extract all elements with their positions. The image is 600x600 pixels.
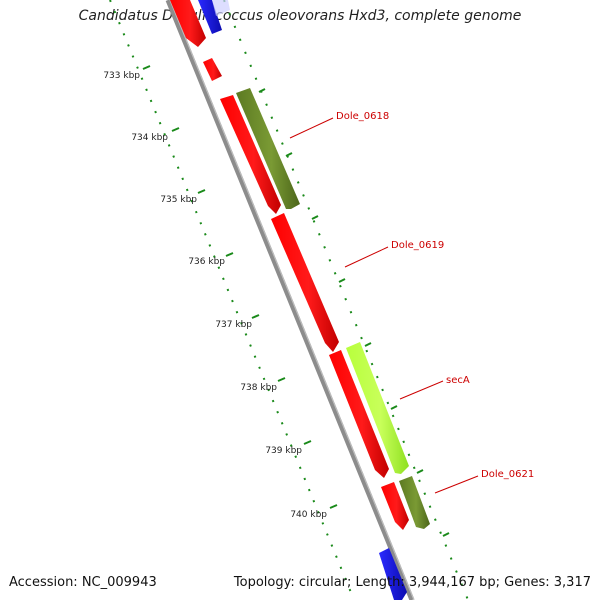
tick-label-735: 735 kbp xyxy=(160,195,197,205)
gene-forward-top[interactable] xyxy=(198,0,230,34)
gene-label-dole-0619[interactable]: Dole_0619 xyxy=(344,240,444,268)
tick-mark-734: 734 kbp xyxy=(131,127,180,143)
tick-label-736: 736 kbp xyxy=(188,257,225,267)
label-dole-0619: Dole_0619 xyxy=(391,240,444,251)
label-dole-0621: Dole_0621 xyxy=(481,469,534,480)
label-dole-0618: Dole_0618 xyxy=(336,111,389,122)
tick-label-734: 734 kbp xyxy=(131,133,168,143)
gene-dole-0621[interactable] xyxy=(399,476,430,529)
tick-label-739: 739 kbp xyxy=(265,446,302,456)
gene-dole-0618[interactable] xyxy=(236,88,300,209)
gene-label-dole-0621[interactable]: Dole_0621 xyxy=(434,469,534,494)
backbone xyxy=(165,0,415,600)
tick-label-738: 738 kbp xyxy=(240,383,277,393)
genome-summary-text: Topology: circular; Length: 3,944,167 bp… xyxy=(233,575,591,590)
tick-mark-736: 736 kbp xyxy=(188,252,234,267)
gene-reverse-5[interactable] xyxy=(329,350,389,478)
accession-text: Accession: NC_009943 xyxy=(9,575,157,590)
gene-reverse-3[interactable] xyxy=(220,95,281,214)
gene-reverse-6[interactable] xyxy=(381,482,409,530)
gene-seca[interactable] xyxy=(346,342,409,474)
tick-label-733: 733 kbp xyxy=(103,71,140,81)
gene-label-seca[interactable]: secA xyxy=(399,375,470,400)
tick-mark-739: 739 kbp xyxy=(265,440,312,456)
gene-reverse-1[interactable] xyxy=(170,0,206,47)
tick-mark-735: 735 kbp xyxy=(160,189,206,205)
tick-label-740: 740 kbp xyxy=(290,510,327,520)
tick-mark-737: 737 kbp xyxy=(215,314,260,330)
tick-mark-733: 733 kbp xyxy=(103,65,151,81)
outer-tick-marks xyxy=(258,88,450,537)
tick-label-737: 737 kbp xyxy=(215,320,252,330)
tick-lines xyxy=(109,0,469,600)
gene-reverse-2[interactable] xyxy=(203,58,222,81)
gene-label-dole-0618[interactable]: Dole_0618 xyxy=(289,111,389,139)
gene-reverse-4[interactable] xyxy=(271,213,339,352)
tick-mark-738: 738 kbp xyxy=(240,377,286,393)
gene-reverse-blue-bottom[interactable] xyxy=(379,548,407,600)
tick-mark-740: 740 kbp xyxy=(290,504,338,520)
label-seca: secA xyxy=(446,375,470,386)
